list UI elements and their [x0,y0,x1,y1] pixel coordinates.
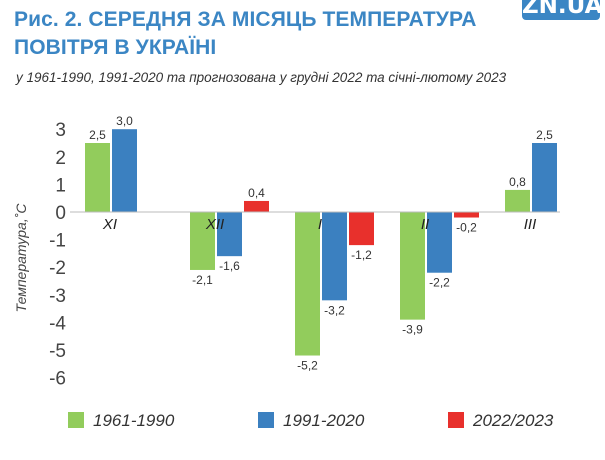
legend-label: 1961-1990 [93,411,175,430]
y-tick-label: -2 [49,258,66,279]
y-tick-label: 2 [55,148,66,169]
bar-1-2 [322,212,347,301]
legend-label: 2022/2023 [472,411,554,430]
data-label: -2,1 [192,273,213,287]
bar-1-3 [427,212,452,273]
legend-label: 1991-2020 [283,411,365,430]
bar-2-2 [349,212,374,246]
legend-swatch [448,412,464,428]
data-label: -3,9 [402,323,423,337]
y-axis-label: Температура,˚С [13,203,29,313]
data-label: 2,5 [536,128,553,142]
bar-1-4 [532,143,557,212]
category-label: XI [102,216,117,233]
chart-title: Рис. 2. СЕРЕДНЯ ЗА МІСЯЦЬ ТЕМПЕРАТУРА ПО… [14,8,477,59]
data-label: 0,4 [248,186,265,200]
data-label: -5,2 [297,359,318,373]
y-tick-label: -1 [49,231,66,252]
bar-2-3 [454,212,479,218]
data-label: -0,2 [456,221,477,235]
data-label: -3,2 [324,303,345,317]
bar-1-1 [217,212,242,257]
bar-0-0 [85,143,110,212]
data-label: -2,2 [429,276,450,290]
bar-1-0 [112,129,137,212]
bar-0-1 [190,212,215,270]
bar-0-3 [400,212,425,320]
legend-swatch [68,412,84,428]
category-label: XII [205,216,224,233]
logo: ZN.UA [522,0,602,20]
y-tick-label: -3 [49,286,66,307]
bar-0-4 [505,189,530,212]
data-label: 3,0 [116,114,133,128]
y-tick-label: -4 [49,313,66,334]
y-tick-label: 0 [55,203,66,224]
bar-0-2 [295,212,320,356]
data-label: 2,5 [89,128,106,142]
category-label: II [421,216,429,233]
bar-2-1 [244,200,269,212]
data-label: -1,2 [351,248,372,262]
category-label: III [524,216,537,233]
data-label: 0,8 [509,175,526,189]
chart-subtitle: у 1961-1990, 1991-2020 та прогнозована у… [16,70,507,85]
y-tick-label: 1 [55,175,66,196]
y-tick-label: -6 [49,369,66,390]
legend-swatch [258,412,274,428]
category-label: I [318,216,322,233]
data-label: -1,6 [219,259,240,273]
y-tick-label: 3 [55,120,66,141]
y-tick-label: -5 [49,341,66,362]
